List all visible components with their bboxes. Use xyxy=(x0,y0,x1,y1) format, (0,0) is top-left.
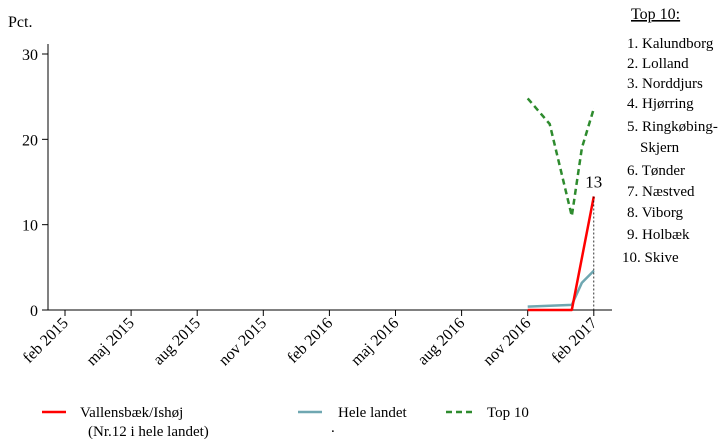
legend-label-top10: Top 10 xyxy=(487,405,529,421)
legend-item-top10: Top 10 xyxy=(446,405,529,421)
series-line-top-10 xyxy=(526,97,595,218)
top10-item: 9. Holbæk xyxy=(627,227,690,243)
top10-item: 5. Ringkøbing- xyxy=(627,119,718,135)
annotation-label: 13 xyxy=(585,173,602,192)
legend: Vallensbæk/Ishøj (Nr.12 i hele landet) H… xyxy=(42,405,529,439)
legend-label-hele-landet: Hele landet xyxy=(338,405,408,421)
axes: Pct. xyxy=(8,14,612,311)
x-tick-label: nov 2016 xyxy=(480,315,534,369)
top10-item: Skjern xyxy=(640,140,680,156)
top10-item: 8. Viborg xyxy=(627,205,684,221)
x-tick-label: aug 2015 xyxy=(150,315,204,369)
annotation-layer: 13 xyxy=(585,173,602,310)
x-tick-label: aug 2016 xyxy=(415,315,469,369)
x-tick-label: feb 2015 xyxy=(20,315,72,367)
y-tick-label: 20 xyxy=(22,132,38,149)
top10-item: 2. Lolland xyxy=(627,56,689,72)
top10-panel: Top 10: 1. Kalundborg 2. Lolland 3. Nord… xyxy=(622,6,718,266)
legend-label-vallensbaek-note: (Nr.12 i hele landet) xyxy=(88,424,209,439)
x-tick-label: maj 2015 xyxy=(83,315,137,369)
legend-item-hele-landet: Hele landet . xyxy=(298,405,408,436)
top10-item: 3. Norddjurs xyxy=(627,76,703,92)
top10-item: 1. Kalundborg xyxy=(627,36,714,52)
series-line-hele-landet xyxy=(527,269,595,308)
y-tick-label: 30 xyxy=(22,47,38,64)
legend-item-vallensbaek: Vallensbæk/Ishøj (Nr.12 i hele landet) xyxy=(42,405,209,439)
y-tick-label: 10 xyxy=(22,218,38,235)
x-tick-label: maj 2016 xyxy=(348,315,402,369)
series-layer xyxy=(526,97,596,312)
x-tick-label: feb 2016 xyxy=(284,315,336,367)
y-tick-label: 0 xyxy=(30,303,38,320)
top10-item: 7. Næstved xyxy=(627,184,695,200)
top10-item: 4. Hjørring xyxy=(627,96,694,112)
y-axis-unit: Pct. xyxy=(8,14,32,31)
top10-item: 6. Tønder xyxy=(627,163,685,179)
x-tick-label: nov 2015 xyxy=(216,315,270,369)
y-ticks: 0 10 20 30 xyxy=(22,47,48,320)
top10-title: Top 10: xyxy=(631,6,680,23)
x-tick-label: feb 2017 xyxy=(549,315,601,367)
top10-item: 10. Skive xyxy=(622,250,679,266)
legend-label-vallensbaek: Vallensbæk/Ishøj xyxy=(80,405,183,421)
x-ticks: feb 2015 maj 2015 aug 2015 nov 2015 feb 2016… xyxy=(20,310,601,369)
series-line-vallensb-k-ish-j xyxy=(527,196,596,312)
legend-dot: . xyxy=(331,420,335,436)
